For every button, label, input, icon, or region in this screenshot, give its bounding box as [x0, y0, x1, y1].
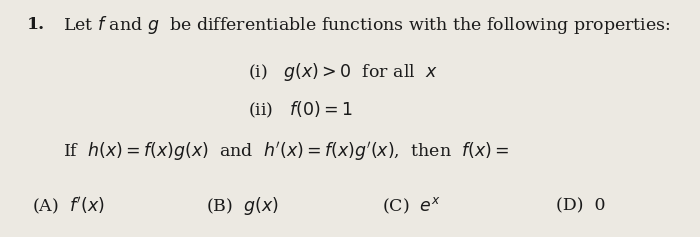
- Text: Let $f$ and $g$  be differentiable functions with the following properties:: Let $f$ and $g$ be differentiable functi…: [63, 14, 671, 36]
- Text: (C)  $e^x$: (C) $e^x$: [382, 196, 440, 216]
- Text: If  $h(x) = f(x)g(x)$  and  $h'(x) = f(x)g'(x)$,  then  $f(x) =$: If $h(x) = f(x)g(x)$ and $h'(x) = f(x)g'…: [63, 140, 510, 163]
- Text: (A)  $f'(x)$: (A) $f'(x)$: [32, 196, 104, 217]
- Text: (D)  0: (D) 0: [556, 198, 606, 215]
- Text: (ii)   $f(0) = 1$: (ii) $f(0) = 1$: [248, 100, 354, 120]
- Text: 1.: 1.: [27, 16, 45, 33]
- Text: (B)  $g(x)$: (B) $g(x)$: [206, 195, 279, 217]
- Text: (i)   $g(x) > 0$  for all  $x$: (i) $g(x) > 0$ for all $x$: [248, 61, 438, 83]
